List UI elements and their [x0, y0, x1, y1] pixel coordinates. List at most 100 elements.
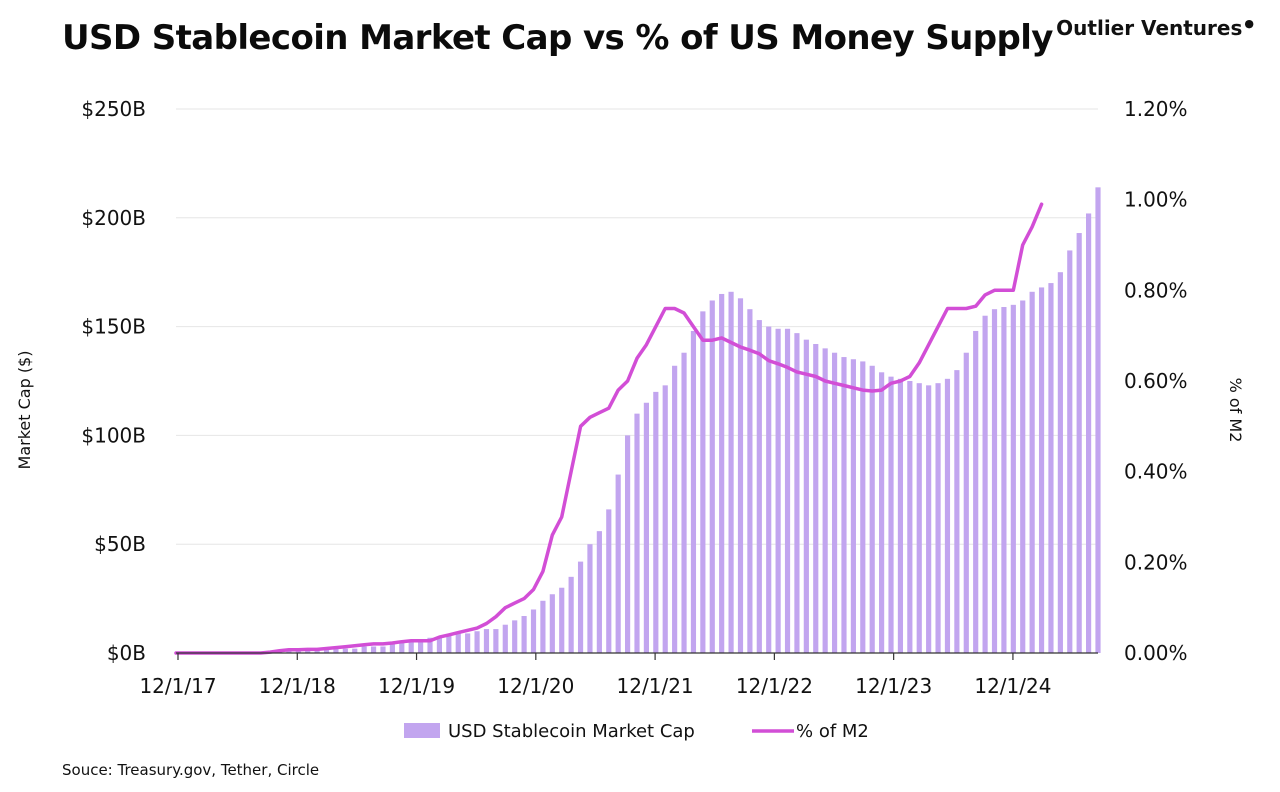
y-tick-label: $150B — [81, 315, 146, 339]
bar — [841, 357, 847, 653]
bar — [728, 291, 734, 653]
bar — [540, 600, 546, 653]
brand-name: Outlier Ventures — [1056, 16, 1243, 40]
x-tick-label: 12/1/19 — [378, 674, 455, 698]
bar — [803, 339, 809, 653]
legend-swatch-bar — [404, 723, 440, 738]
left-axis-ticks: $0B $50B $100B $150B $200B $250B — [81, 97, 146, 665]
y-tick-label: $250B — [81, 97, 146, 121]
x-tick-label: 12/1/22 — [736, 674, 813, 698]
bar — [954, 370, 960, 653]
x-tick-label: 12/1/23 — [855, 674, 932, 698]
y-tick-label: $50B — [94, 532, 146, 556]
bar — [662, 385, 668, 653]
y-axis-label: Market Cap ($) — [15, 351, 34, 470]
bar — [672, 365, 678, 653]
bar — [1067, 250, 1073, 653]
bar — [822, 348, 828, 653]
series-line-pct-m2 — [174, 202, 1044, 655]
bar — [747, 309, 753, 653]
y2-tick-label: 0.60% — [1124, 369, 1188, 393]
bar — [737, 298, 744, 653]
bar — [766, 326, 772, 653]
bar — [502, 624, 508, 653]
y-tick-label: $100B — [81, 423, 146, 447]
bar — [879, 372, 885, 653]
y-tick-label: $200B — [81, 206, 146, 230]
x-tick-label: 12/1/17 — [139, 674, 216, 698]
bar — [436, 637, 443, 653]
source-note: Souce: Treasury.gov, Tether, Circle — [62, 761, 320, 779]
y2-axis-label: % of M2 — [1226, 378, 1245, 443]
bar — [690, 330, 697, 653]
bar — [596, 531, 602, 653]
legend-label-bar: USD Stablecoin Market Cap — [448, 721, 695, 742]
y2-tick-label: 0.00% — [1124, 641, 1188, 665]
bar — [681, 352, 687, 653]
bar — [1020, 300, 1026, 653]
bar — [370, 646, 377, 653]
bar — [935, 383, 941, 653]
bar — [323, 648, 330, 653]
bar — [427, 637, 433, 653]
bar — [813, 344, 819, 653]
bar — [625, 435, 631, 653]
y2-tick-label: 0.20% — [1124, 550, 1188, 574]
bar — [850, 359, 856, 653]
bar — [399, 642, 405, 653]
bar — [559, 587, 565, 653]
x-tick-label: 12/1/21 — [617, 674, 694, 698]
bar-series — [267, 187, 1101, 654]
bar — [615, 474, 621, 653]
y2-tick-label: 1.00% — [1124, 188, 1188, 212]
bar — [1086, 213, 1092, 653]
bar — [1048, 283, 1054, 653]
bar — [587, 544, 593, 653]
bar — [963, 352, 969, 653]
bar — [907, 381, 913, 653]
bar — [794, 333, 800, 653]
bar — [888, 376, 894, 653]
bar — [389, 644, 395, 653]
bar — [465, 633, 471, 653]
bar — [483, 629, 490, 653]
legend-label-line: % of M2 — [796, 721, 869, 742]
bar — [719, 293, 725, 653]
bar — [653, 391, 659, 653]
bar — [709, 300, 715, 653]
bar — [606, 509, 612, 653]
bar — [455, 633, 461, 653]
line-series — [174, 202, 1044, 655]
legend: USD Stablecoin Market Cap % of M2 — [404, 721, 869, 742]
x-tick-label: 12/1/18 — [259, 674, 336, 698]
bar — [577, 561, 584, 653]
bar — [643, 402, 649, 653]
brand-logo: Outlier Ventures ● — [1056, 16, 1254, 40]
x-axis-ticks: 12/1/17 12/1/18 12/1/19 12/1/20 12/1/21 12/1/… — [139, 653, 1051, 698]
x-tick-label: 12/1/20 — [497, 674, 574, 698]
bar — [568, 576, 574, 653]
right-axis-ticks: 0.00% 0.20% 0.40% 0.60% 0.80% 1.00% 1.20% — [1124, 97, 1188, 665]
bar — [831, 352, 838, 653]
brand-dot-icon: ● — [1244, 17, 1254, 31]
bar — [342, 648, 348, 653]
bar — [474, 631, 480, 653]
bar — [982, 315, 988, 653]
bar — [869, 365, 875, 653]
bar — [634, 413, 640, 653]
bar — [700, 311, 706, 653]
bar — [756, 320, 762, 653]
bar — [1038, 287, 1045, 653]
chart-title: USD Stablecoin Market Cap vs % of US Mon… — [62, 18, 1053, 58]
bar — [493, 629, 499, 653]
bar — [1001, 307, 1007, 653]
bar — [380, 646, 386, 653]
bar — [973, 330, 979, 653]
bar — [775, 328, 781, 653]
bar — [1095, 187, 1101, 653]
x-tick-label: 12/1/24 — [974, 674, 1051, 698]
bar — [916, 383, 922, 653]
bar — [784, 328, 791, 653]
bar — [361, 646, 367, 653]
